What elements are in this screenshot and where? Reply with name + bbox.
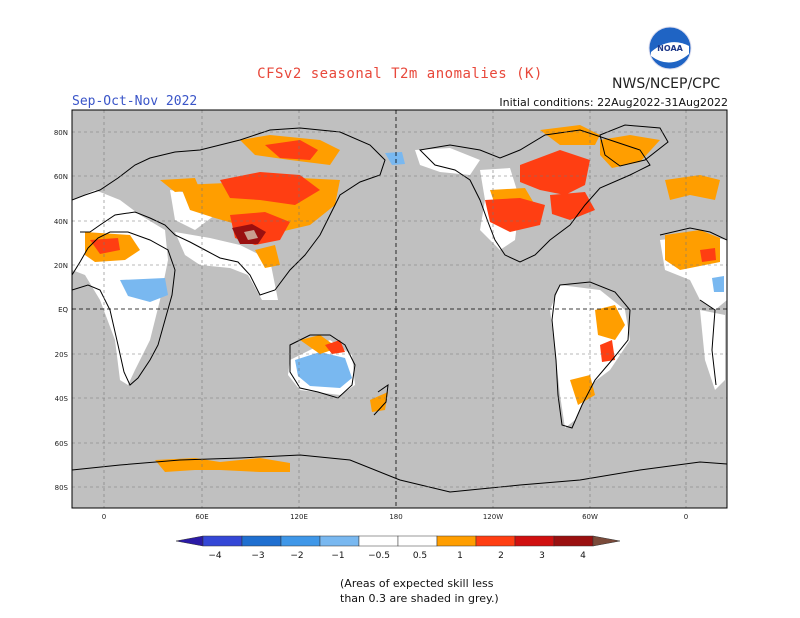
colorbar-tick-label: 3 [539,551,545,561]
lat-label: 60S [55,440,69,448]
warm-anomaly-3-4 [244,230,258,240]
colorbar-swatch [553,535,594,547]
latitude-labels: 80N 60N 40N 20N EQ 20S 40S 60S 80S [54,129,69,492]
lon-label: 180 [389,513,402,521]
colorbar-tick-label: −3 [251,551,264,561]
season-label: Sep-Oct-Nov 2022 [72,94,198,109]
colorbar-swatch [241,535,282,547]
colorbar-labels: −4 −3 −2 −1 −0.5 0.5 1 2 3 4 [208,551,586,561]
map-frame [71,109,728,509]
lon-label: 120W [483,513,503,521]
reference-lines [72,110,727,508]
lat-label: 40N [54,218,68,226]
agency-label: NWS/NCEP/CPC [612,76,721,92]
lat-label: 20S [55,351,69,359]
lat-label: 60N [54,173,68,181]
longitude-labels: 0 60E 120E 180 120W 60W 0 [102,513,688,521]
noaa-logo-icon: NOAA [648,26,692,70]
colorbar-swatch [475,535,516,547]
colorbar-tick-label: 4 [580,551,586,561]
colorbar-tick-label: −0.5 [368,551,390,561]
colorbar-swatch [592,535,621,547]
colorbar-swatch [397,535,438,547]
lon-label: 60E [195,513,208,521]
colorbar-swatch [358,535,399,547]
colorbar-tick-label: −4 [208,551,222,561]
colorbar-swatch [202,535,243,547]
colorbar-swatch [436,535,477,547]
lat-label: 40S [55,395,69,403]
colorbar-tick-label: −1 [331,551,344,561]
skill-note: (Areas of expected skill less than 0.3 a… [340,576,499,606]
lon-label: 0 [684,513,688,521]
skill-note-line: than 0.3 are shaded in grey.) [340,592,499,605]
lat-label: 20N [54,262,68,270]
colorbar-tick-label: 2 [498,551,504,561]
colorbar-tick-label: −2 [290,551,303,561]
colorbar [175,535,621,547]
logo-text: NOAA [657,44,683,53]
cool-anomaly-areas [120,152,724,388]
lat-label: 80S [55,484,69,492]
lat-label: EQ [58,306,68,314]
initial-conditions-label: Initial conditions: 22Aug2022-31Aug2022 [499,96,728,109]
colorbar-swatch [175,535,204,547]
colorbar-tick-label: 1 [457,551,463,561]
lat-label: 80N [54,129,68,137]
map-title: CFSv2 seasonal T2m anomalies (K) [257,66,543,82]
colorbar-tick-label: 0.5 [413,551,427,561]
lon-label: 120E [290,513,308,521]
colorbar-swatch [514,535,555,547]
lon-label: 0 [102,513,106,521]
skill-note-line: (Areas of expected skill less [340,577,494,590]
colorbar-swatch [280,535,321,547]
lon-label: 60W [582,513,598,521]
colorbar-swatch [319,535,360,547]
coastlines [72,124,727,493]
